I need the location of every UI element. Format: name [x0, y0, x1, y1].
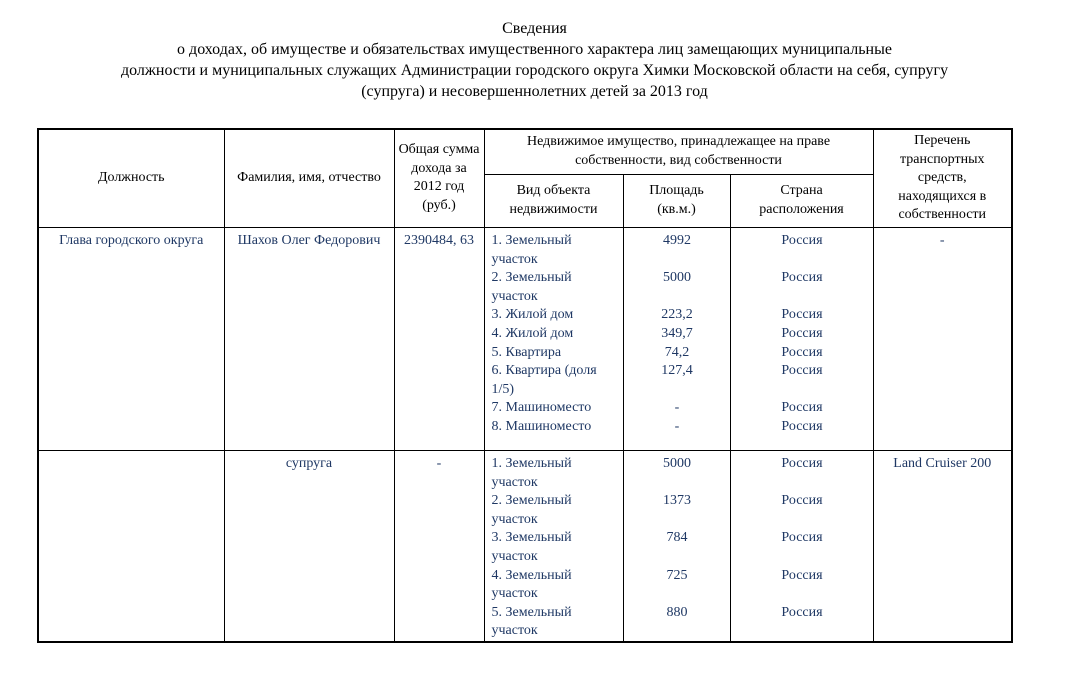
document-title: Сведения о доходах, об имуществе и обяза… — [0, 0, 1069, 102]
income-cell: 2390484, 63 — [393, 226, 485, 451]
realty-cell: 1. Земельный участок 4992 Россия 2. Земе… — [483, 226, 874, 451]
property-area: 725 — [666, 567, 688, 583]
table-row: Глава городского округа Шахов Олег Федор… — [37, 226, 1013, 451]
property-type: 1. Земельный участок — [491, 232, 572, 267]
property-country: Россия — [781, 493, 823, 509]
property-type: 8. Машиноместо — [491, 418, 592, 434]
property-country: Россия — [781, 363, 823, 379]
property-area: 223,2 — [661, 307, 693, 323]
property-country: Россия — [781, 325, 823, 341]
header-realty-group: Недвижимое имущество, принадлежащее на п… — [483, 128, 874, 175]
property-country: Россия — [781, 307, 823, 323]
property-country: Россия — [781, 567, 823, 583]
property-country: Россия — [781, 344, 823, 360]
transport-cell: Land Cruiser 200 — [872, 449, 1013, 643]
income-cell: - — [393, 449, 485, 643]
property-country: Россия — [781, 270, 823, 286]
property-area: 4992 — [663, 232, 691, 248]
property-country: Россия — [781, 400, 823, 416]
property-type: 2. Земельный участок — [491, 493, 572, 527]
property-country: Россия — [781, 455, 823, 471]
property-area: 5000 — [663, 455, 691, 471]
property-area: 5000 — [663, 270, 691, 286]
property-country: Россия — [781, 530, 823, 546]
property-type: 2. Земельный участок — [491, 270, 572, 304]
header-position: Должность — [37, 128, 225, 228]
table-row: супруга - 1. Земельный участок 5000 Росс… — [37, 449, 1013, 643]
property-type: 4. Жилой дом — [491, 325, 574, 341]
header-realty-type: Вид объекта недвижимости — [483, 173, 624, 228]
property-area: - — [674, 400, 680, 416]
header-area: Площадь (кв.м.) — [622, 173, 731, 228]
column-divider — [729, 228, 731, 450]
title-line: должности и муниципальных служащих Админ… — [120, 62, 949, 79]
transport-cell: - — [872, 226, 1013, 451]
property-type: 4. Земельный участок — [491, 567, 572, 602]
header-income: Общая сумма дохода за 2012 год (руб.) — [393, 128, 485, 228]
property-type: 7. Машиноместо — [491, 400, 592, 416]
property-area: 74,2 — [664, 344, 690, 360]
column-divider — [622, 451, 624, 641]
title-line: (супруга) и несовершеннолетних детей за … — [361, 83, 708, 100]
property-type: 6. Квартира (доля 1/5) — [491, 363, 597, 397]
realty-cell: 1. Земельный участок 5000 Россия 2. Земе… — [483, 449, 874, 643]
name-cell: супруга — [223, 449, 395, 643]
title-line: о доходах, об имуществе и обязательствах… — [177, 41, 892, 58]
property-type: 3. Земельный участок — [491, 530, 572, 564]
property-country: Россия — [781, 418, 823, 434]
property-country: Россия — [781, 604, 823, 620]
realty-list: 1. Земельный участок 4992 Россия 2. Земе… — [485, 228, 872, 436]
column-divider — [622, 228, 624, 450]
property-area: 880 — [666, 604, 688, 620]
property-type: 3. Жилой дом — [491, 307, 574, 323]
property-area: 127,4 — [661, 363, 693, 379]
property-area: 1373 — [663, 493, 691, 509]
title-line: Сведения — [502, 20, 567, 37]
property-area: 349,7 — [661, 325, 693, 341]
declaration-table: Должность Фамилия, имя, отчество Общая с… — [37, 128, 1014, 643]
property-type: 5. Квартира — [491, 344, 562, 360]
column-divider — [729, 451, 731, 641]
property-type: 5. Земельный участок — [491, 604, 572, 639]
realty-list: 1. Земельный участок 5000 Россия 2. Земе… — [485, 451, 872, 640]
position-cell — [37, 449, 225, 643]
property-country: Россия — [781, 232, 823, 248]
property-type: 1. Земельный участок — [491, 455, 572, 490]
property-area: - — [674, 418, 680, 434]
name-cell: Шахов Олег Федорович — [223, 226, 395, 451]
header-country: Страна расположения — [729, 173, 874, 228]
header-name: Фамилия, имя, отчество — [223, 128, 395, 228]
position-cell: Глава городского округа — [37, 226, 225, 451]
property-area: 784 — [666, 530, 688, 546]
header-transport: Перечень транспортных средств, находящих… — [872, 128, 1013, 228]
